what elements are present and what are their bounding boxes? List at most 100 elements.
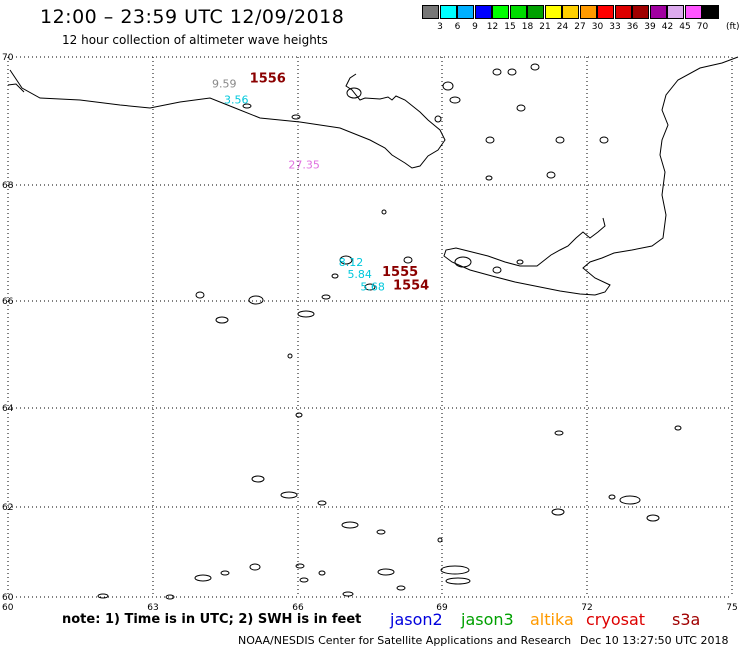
island [376,529,386,535]
island [485,175,493,181]
island [299,577,309,583]
mission-legend-item: jason3 [461,610,514,629]
island [554,430,564,436]
pass-number-label: 1556 [250,72,286,87]
island [251,475,265,483]
pass-number-label: 1555 [382,265,418,280]
island [248,295,264,305]
island [440,565,470,575]
longitude-tick-label: 60 [2,603,14,613]
island [195,291,205,299]
island [364,283,376,291]
scale-swatch [422,5,439,19]
island [434,115,442,123]
island [437,537,443,543]
longitude-tick-label: 69 [436,603,448,613]
island [403,256,413,264]
scale-label: 39 [644,22,656,32]
map-title: 12:00 – 23:59 UTC 12/09/2018 [40,6,345,28]
island [619,495,641,505]
island [215,316,229,324]
scale-label: 33 [609,22,621,32]
scale-label: 70 [696,22,709,32]
map-subtitle: 12 hour collection of altimeter wave hei… [62,33,328,47]
longitude-tick-label: 66 [292,603,304,613]
scale-swatch [614,5,632,19]
island [646,514,660,522]
island [396,585,406,591]
mission-legend-item: altika [530,610,574,629]
island [339,255,353,265]
scale-label: 18 [521,22,534,32]
scale-swatch [439,5,457,19]
island [342,591,354,597]
wave-height-observation: 8.12 [339,256,364,269]
scale-swatch [492,5,509,19]
coastline-north [9,69,446,169]
island [555,136,565,144]
latitude-tick-label: 66 [2,297,14,307]
island [220,570,230,576]
island [445,577,471,585]
island [454,256,472,268]
scale-label: 27 [574,22,586,32]
island [291,114,301,120]
island [492,68,502,76]
coastline-east [582,56,739,296]
scale-label: 30 [591,22,604,32]
longitude-tick-label: 72 [581,603,592,613]
scale-swatch [579,5,597,19]
island [346,87,362,99]
island [97,593,109,599]
scale-swatch [474,5,492,19]
island [551,508,565,516]
scale-swatch [457,5,474,19]
island [165,594,175,600]
scale-label: 12 [486,22,499,32]
coastline-north-west [7,83,25,93]
island [321,294,331,300]
island [674,425,682,431]
scale-swatch [597,5,614,19]
island [546,171,556,179]
island [377,568,395,576]
island [516,104,526,112]
island [295,412,303,418]
wave-height-observation: 3.56 [224,94,249,107]
latitude-tick-label: 70 [2,53,14,63]
wave-height-observation: 5.68 [360,281,385,294]
coastline [7,56,739,600]
scale-swatch [527,5,544,19]
pass-number-label: 1554 [393,278,429,293]
island [492,266,502,274]
credit-line: NOAA/NESDIS Center for Satellite Applica… [238,634,572,647]
island [530,63,540,71]
wave-height-observation: 27.35 [288,158,320,171]
scale-swatch [667,5,684,19]
issued-timestamp: Dec 10 13:27:50 UTC 2018 [580,634,729,647]
island [287,353,293,359]
island [242,103,252,109]
island [485,136,495,144]
scale-swatch [562,5,579,19]
footnote: note: 1) Time is in UTC; 2) SWH is in fe… [62,612,362,627]
latitude-tick-label: 60 [2,593,14,603]
island [381,209,387,215]
island [516,259,524,265]
island [280,491,298,499]
mission-legend-item: jason2 [390,610,443,629]
scale-label: 15 [504,22,516,32]
latitude-tick-label: 68 [2,181,14,191]
scale-label: 45 [679,22,691,32]
island [442,81,454,91]
mission-legend-item: s3a [672,610,701,629]
scale-swatch [684,5,702,19]
scale-label: 36 [626,22,639,32]
island [249,563,261,571]
scale-swatch [509,5,527,19]
island [317,500,327,506]
island [599,136,609,144]
